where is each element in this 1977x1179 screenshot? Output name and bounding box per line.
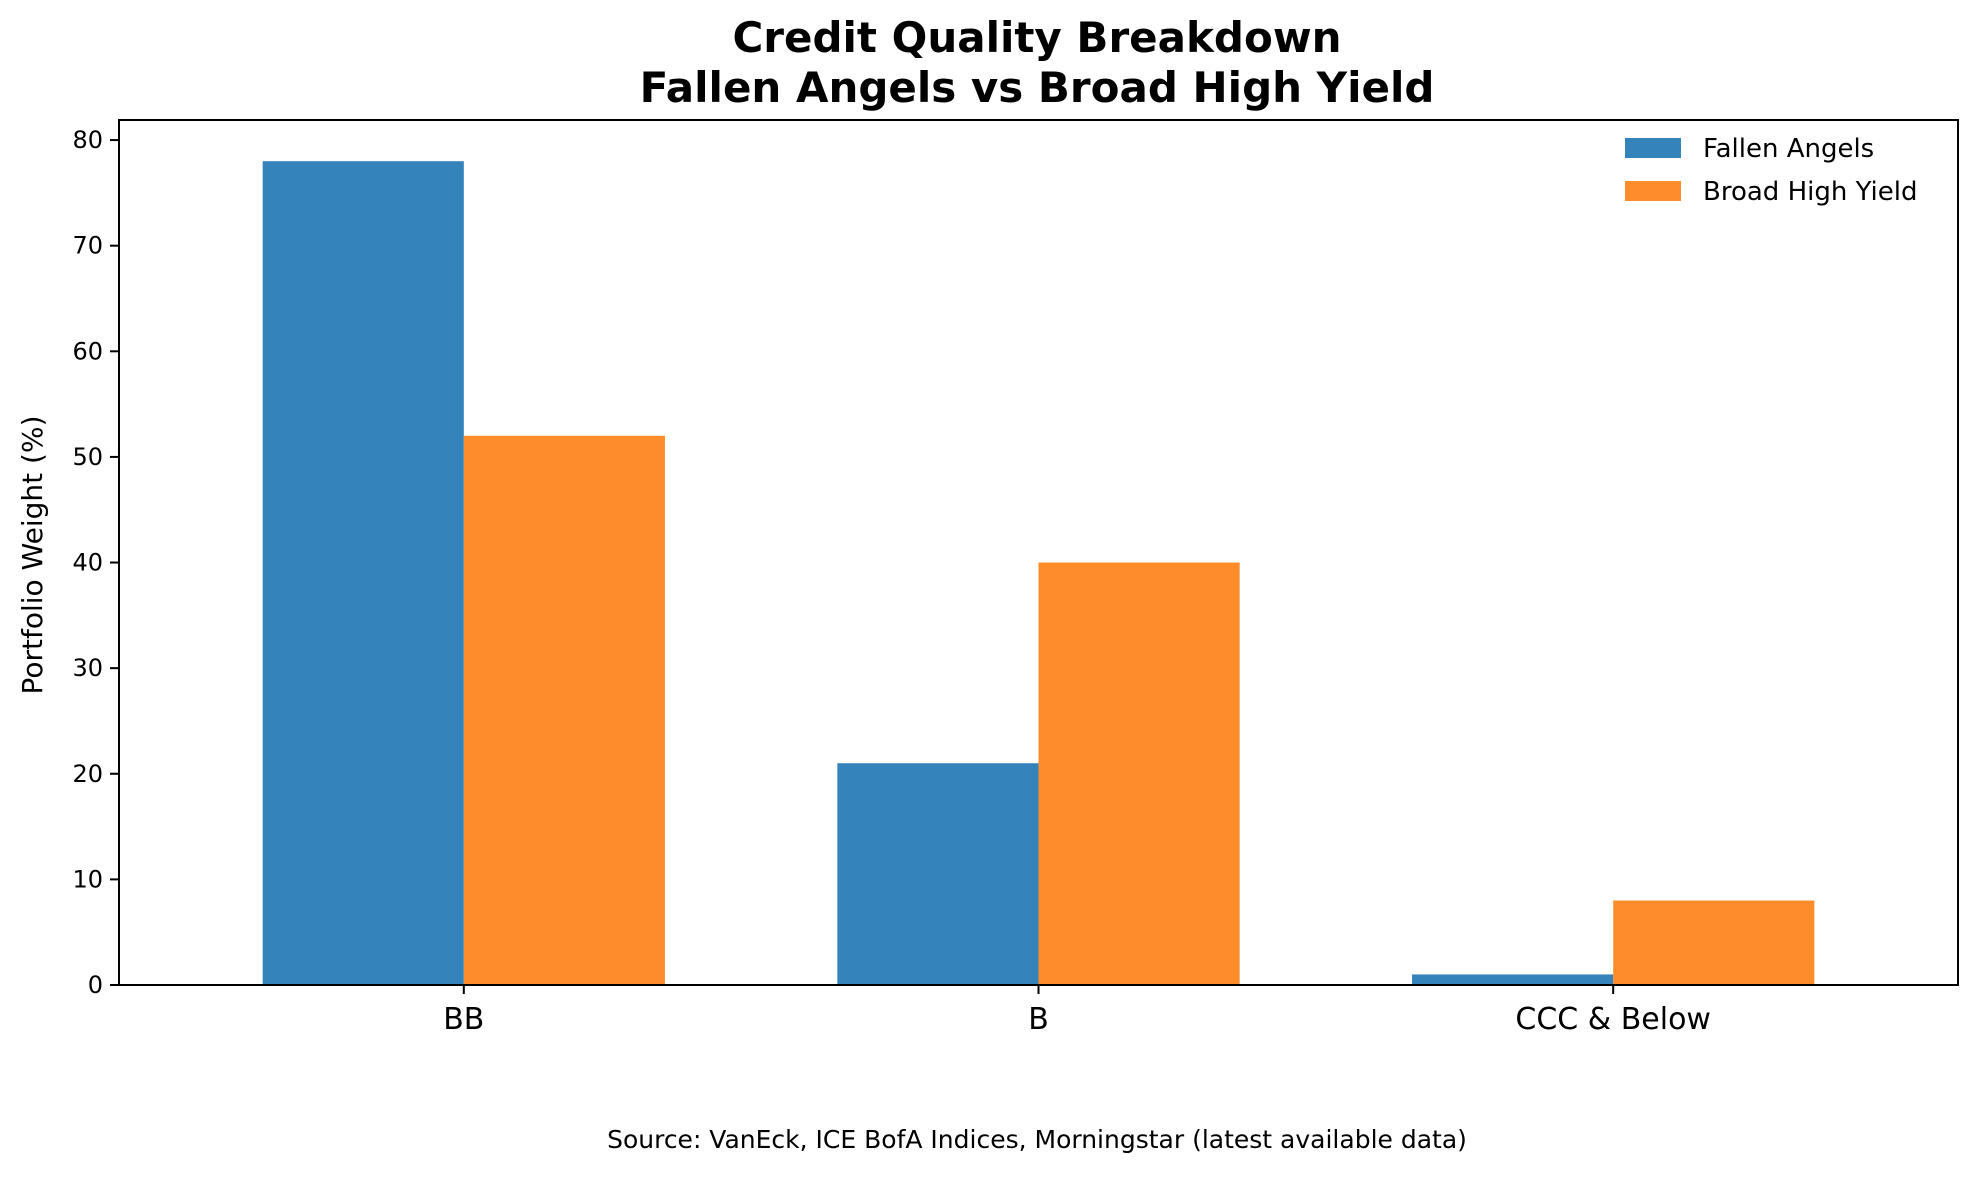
x-tick-label: B [1028,1002,1049,1037]
bar-fallen-angels-ccc-below [1412,974,1614,985]
bar-broad-high-yield-b [1038,562,1240,985]
legend: Fallen Angels Broad High Yield [1625,134,1918,207]
y-tick-label: 60 [72,337,103,365]
y-tick-label: 20 [72,760,103,788]
bar-fallen-angels-bb [262,161,464,985]
y-tick-label: 40 [72,549,103,577]
x-tick-label: BB [443,1002,484,1037]
bars-layer [262,161,1815,985]
y-tick-label: 50 [72,443,103,471]
legend-swatch-fallen-angels [1625,138,1681,158]
bar-broad-high-yield-ccc-below [1613,900,1815,985]
y-tick-label: 30 [72,654,103,682]
chart-title: Credit Quality Breakdown [732,13,1341,62]
legend-label-broad-high-yield: Broad High Yield [1703,177,1918,207]
x-tick-label: CCC & Below [1515,1002,1711,1037]
bar-broad-high-yield-bb [463,435,665,985]
y-tick-label: 70 [72,232,103,260]
y-axis-label: Portfolio Weight (%) [16,416,49,695]
legend-swatch-broad-high-yield [1625,181,1681,201]
y-tick-label: 10 [72,865,103,893]
chart-subtitle: Fallen Angels vs Broad High Yield [640,63,1435,112]
y-tick-label: 0 [88,971,103,999]
legend-label-fallen-angels: Fallen Angels [1703,134,1874,164]
y-tick-label: 80 [72,126,103,154]
bar-fallen-angels-b [837,763,1039,985]
source-note: Source: VanEck, ICE BofA Indices, Mornin… [607,1125,1467,1154]
